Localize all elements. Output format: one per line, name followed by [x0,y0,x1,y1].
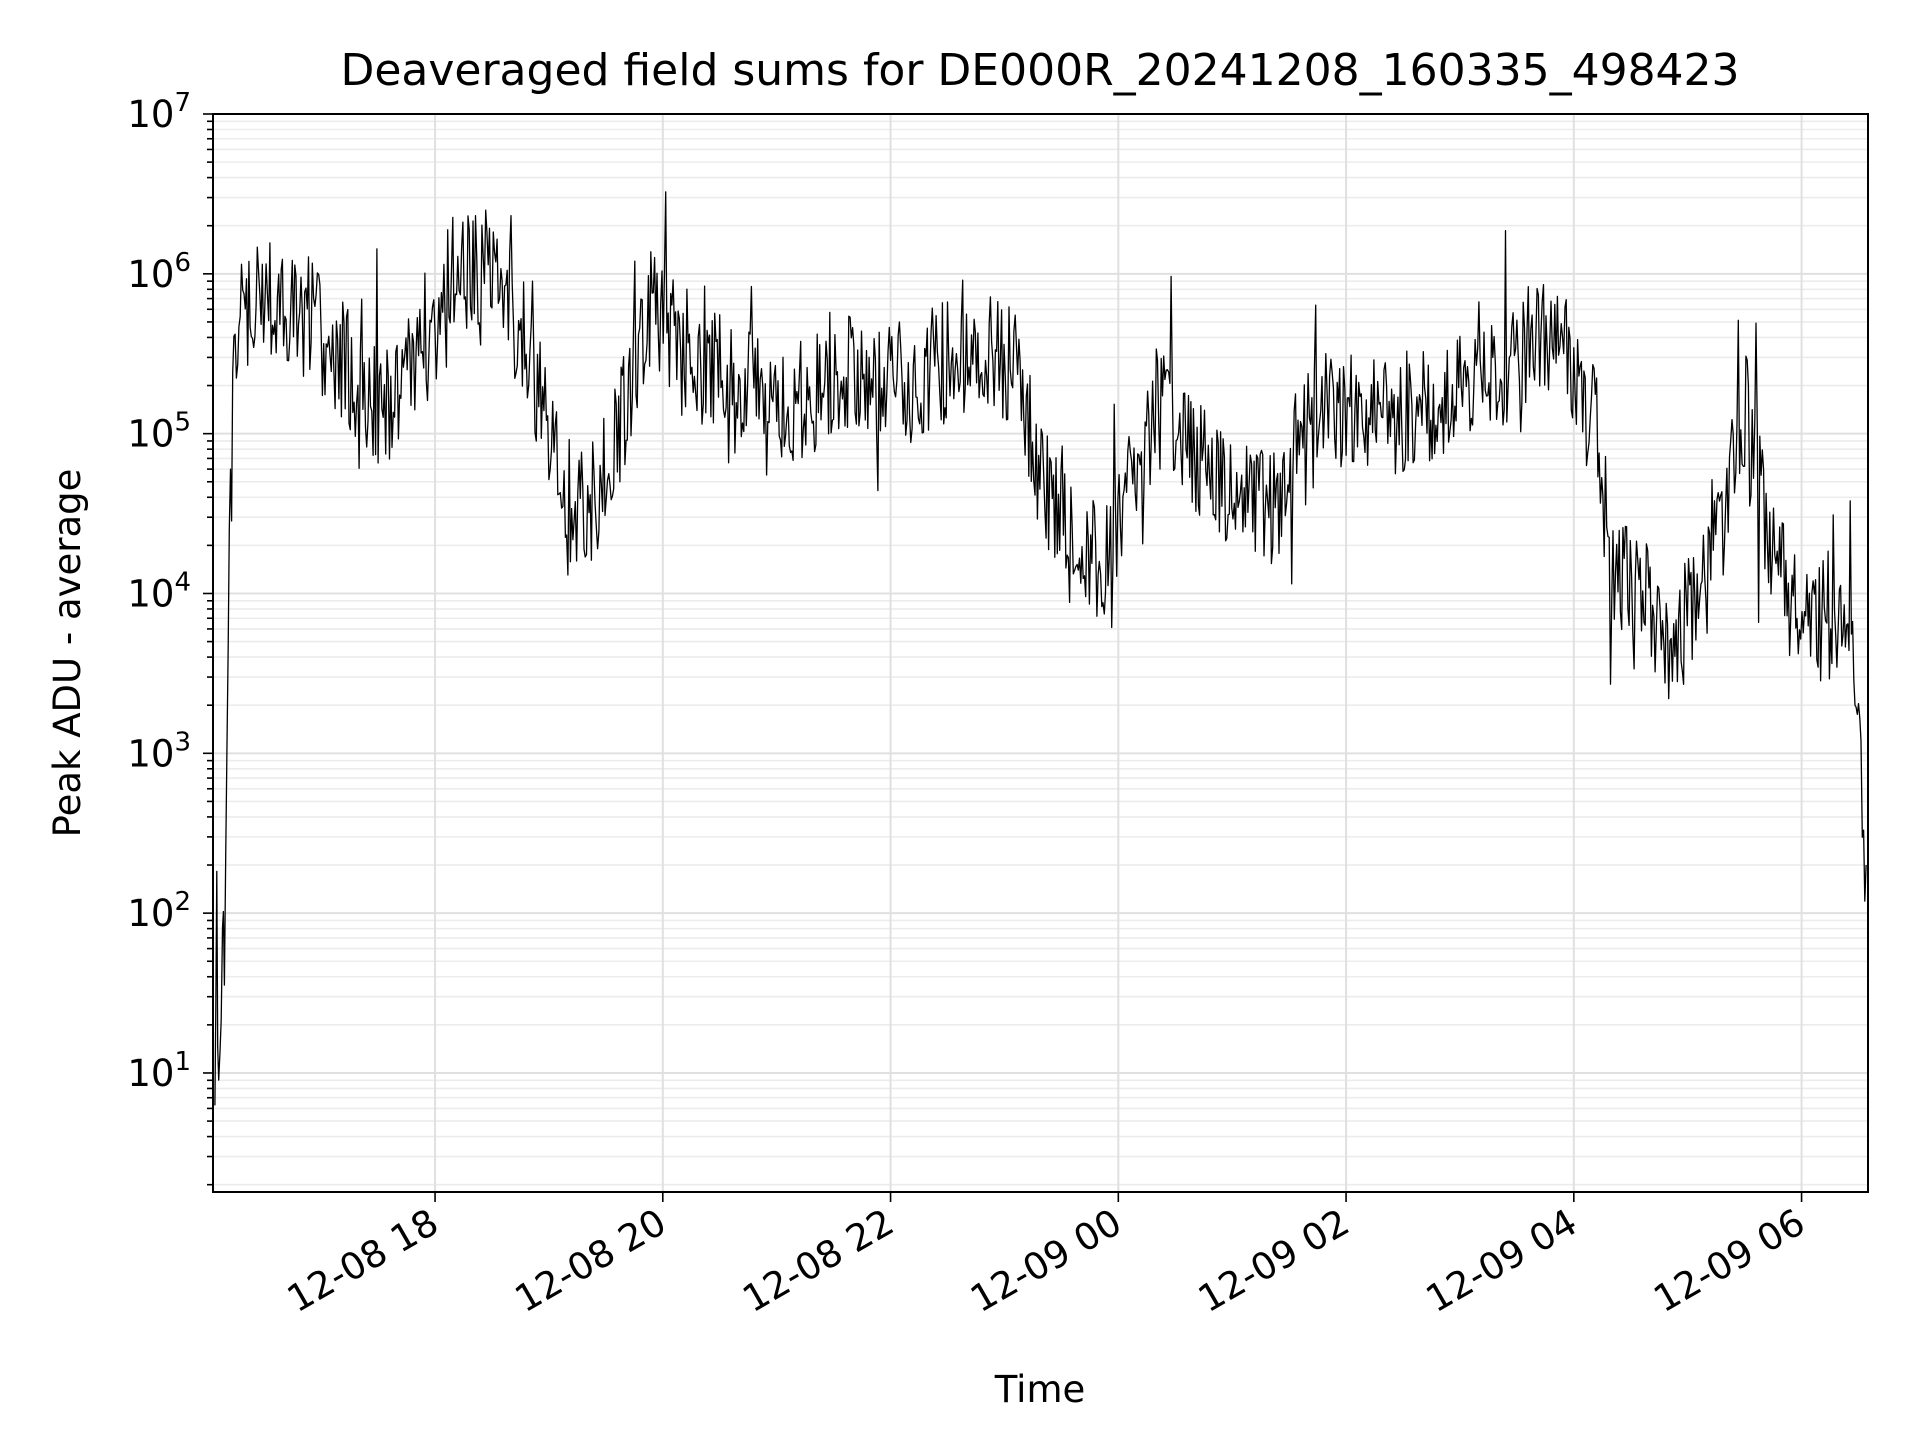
y-tick-label: 105 [127,408,191,456]
plot-frame [212,113,1869,1193]
y-tick-label: 106 [127,248,191,296]
y-axis-label: Peak ADU - average [46,469,89,838]
y-tick-label: 104 [127,567,191,615]
y-tick-label: 103 [127,727,191,775]
plot-area [214,191,1867,1106]
series-line [214,191,1867,1106]
y-tick-label: 102 [127,887,191,935]
y-tick-label: 107 [127,88,191,136]
grid [213,113,1868,1192]
x-axis-label: Time [994,1368,1086,1411]
chart-title: Deaveraged field sums for DE000R_2024120… [340,45,1739,96]
y-tick-label: 101 [127,1047,191,1095]
